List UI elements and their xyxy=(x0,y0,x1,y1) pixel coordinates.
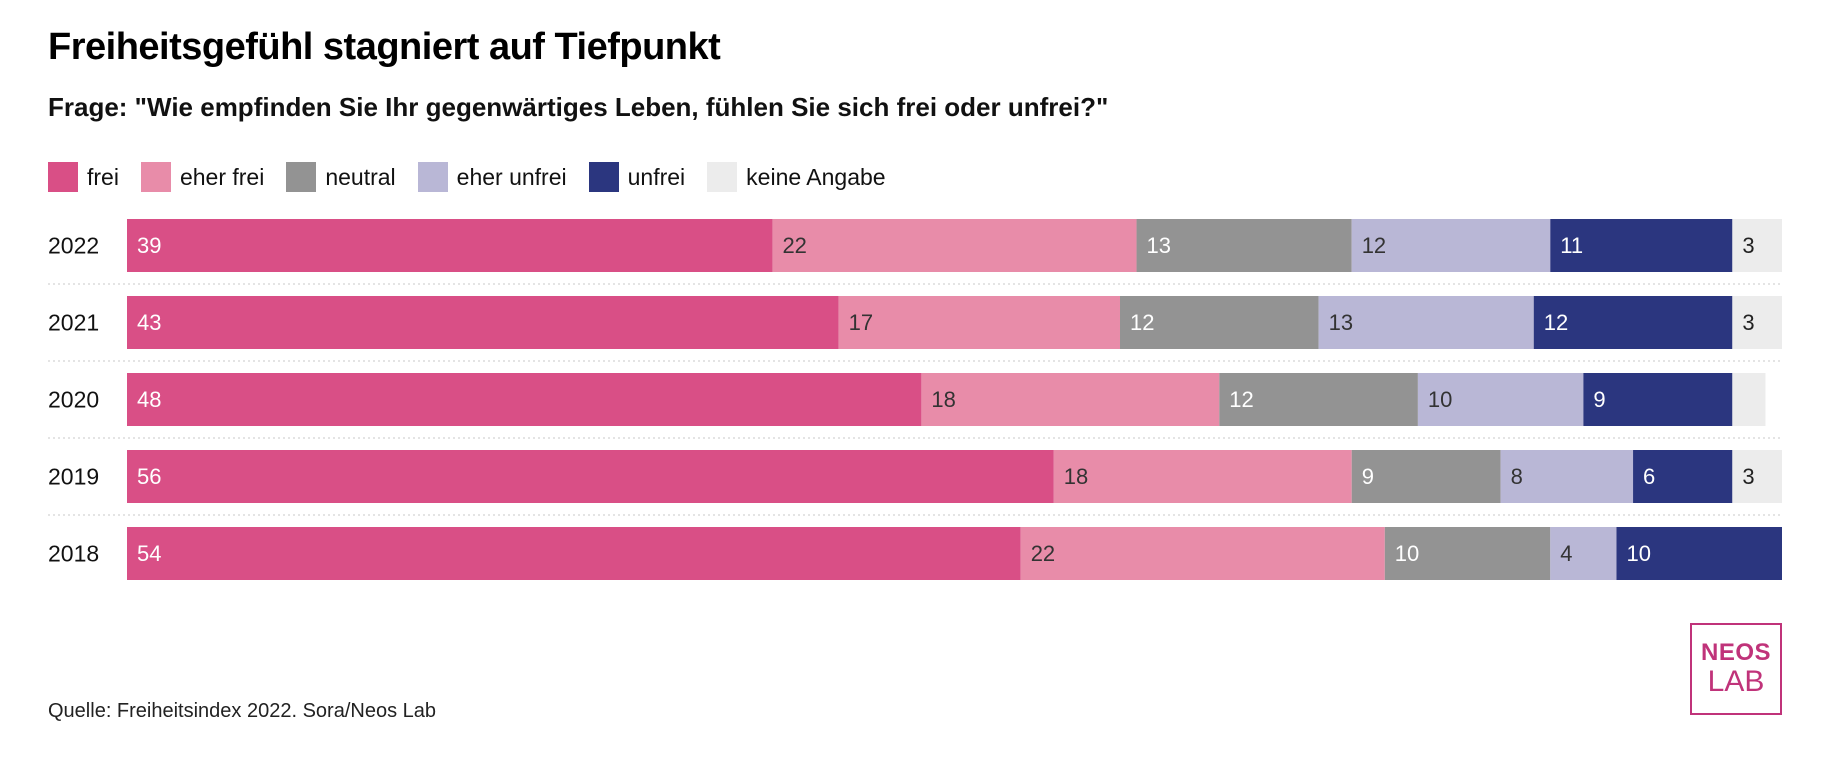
year-label-2020: 2020 xyxy=(48,387,99,413)
bar-2019-unfrei xyxy=(1633,450,1733,503)
bar-2022-unfrei xyxy=(1550,219,1733,272)
neos-lab-logo: NEOS LAB xyxy=(1690,623,1782,715)
legend-swatch-frei xyxy=(48,162,78,192)
value-label-2021-eher-unfrei: 13 xyxy=(1329,310,1353,335)
value-label-2019-frei: 56 xyxy=(137,464,161,489)
bar-2020-unfrei xyxy=(1583,373,1733,426)
value-label-2022-unfrei: 11 xyxy=(1560,233,1583,258)
value-label-2020-eher-frei: 18 xyxy=(931,387,955,412)
logo-line-2: LAB xyxy=(1707,665,1765,698)
value-label-2022-keine-angabe: 3 xyxy=(1742,233,1754,258)
legend-label-keine-angabe: keine Angabe xyxy=(746,163,886,190)
year-label-2018: 2018 xyxy=(48,541,99,567)
legend-swatch-eher-unfrei xyxy=(417,162,448,192)
bar-2022-eher-unfrei xyxy=(1351,219,1551,272)
bar-2021-eher-frei xyxy=(838,296,1120,349)
legend-swatch-neutral xyxy=(286,162,317,192)
bar-2019-eher-unfrei xyxy=(1500,450,1634,503)
value-label-2018-eher-frei: 22 xyxy=(1031,541,1055,566)
value-label-2018-frei: 54 xyxy=(137,541,161,566)
legend-label-eher-frei: eher frei xyxy=(179,163,265,190)
bar-2018-eher-unfrei xyxy=(1550,527,1617,580)
value-label-2021-neutral: 12 xyxy=(1130,310,1154,335)
value-label-2020-eher-unfrei: 10 xyxy=(1428,387,1452,412)
value-label-2021-keine-angabe: 3 xyxy=(1742,310,1754,335)
bar-2022-eher-frei xyxy=(772,219,1137,272)
bar-2018-neutral xyxy=(1384,527,1551,580)
bar-2020-neutral xyxy=(1219,373,1418,426)
year-label-2022: 2022 xyxy=(48,233,99,259)
bar-2019-eher-frei xyxy=(1053,450,1352,503)
logo-line-1: NEOS xyxy=(1700,639,1771,666)
bar-2019-keine-angabe xyxy=(1732,450,1782,503)
bar-2021-neutral xyxy=(1120,296,1319,349)
bar-2021-unfrei xyxy=(1533,296,1733,349)
bar-2020-frei xyxy=(127,373,922,426)
value-label-2022-frei: 39 xyxy=(137,233,161,258)
bar-2019-neutral xyxy=(1351,450,1501,503)
legend-item-frei: frei xyxy=(48,162,119,192)
value-label-2019-eher-frei: 18 xyxy=(1064,464,1088,489)
legend-item-neutral: neutral xyxy=(286,162,396,192)
legend-label-unfrei: unfrei xyxy=(627,163,686,190)
source-note: Quelle: Freiheitsindex 2022. Sora/Neos L… xyxy=(48,700,437,722)
legend-item-unfrei: unfrei xyxy=(588,162,686,192)
value-label-2019-unfrei: 6 xyxy=(1643,464,1655,489)
bar-2021-eher-unfrei xyxy=(1318,296,1534,349)
value-label-2021-eher-frei: 17 xyxy=(849,310,873,335)
legend-label-eher-unfrei: eher unfrei xyxy=(456,163,567,190)
value-label-2022-neutral: 13 xyxy=(1147,233,1171,258)
bar-2018-eher-frei xyxy=(1020,527,1385,580)
bar-2022-keine-angabe xyxy=(1732,219,1782,272)
value-label-2022-eher-frei: 22 xyxy=(782,233,806,258)
bar-2019-frei xyxy=(127,450,1054,503)
value-label-2022-eher-unfrei: 12 xyxy=(1362,233,1386,258)
value-label-2021-unfrei: 12 xyxy=(1544,310,1568,335)
value-label-2019-neutral: 9 xyxy=(1362,464,1374,489)
bar-2018-unfrei xyxy=(1616,527,1782,580)
chart-title: Freiheitsgefühl stagniert auf Tiefpunkt xyxy=(48,26,721,68)
value-label-2018-neutral: 10 xyxy=(1395,541,1419,566)
bar-2021-keine-angabe xyxy=(1732,296,1782,349)
bar-2020-eher-unfrei xyxy=(1417,373,1584,426)
legend-item-keine-angabe: keine Angabe xyxy=(707,162,886,192)
bar-2020-eher-frei xyxy=(921,373,1220,426)
value-label-2018-unfrei: 10 xyxy=(1627,541,1651,566)
legend: frei eher frei neutral eher unfrei unfre… xyxy=(48,162,908,192)
bar-2021-frei xyxy=(127,296,839,349)
bar-2022-neutral xyxy=(1136,219,1352,272)
bar-2020-keine-angabe xyxy=(1732,373,1766,426)
legend-label-frei: frei xyxy=(87,163,119,190)
legend-item-eher-unfrei: eher unfrei xyxy=(417,162,567,192)
year-label-2021: 2021 xyxy=(48,310,99,336)
value-label-2018-eher-unfrei: 4 xyxy=(1560,541,1572,566)
legend-item-eher-frei: eher frei xyxy=(140,162,265,192)
legend-swatch-unfrei xyxy=(588,162,619,192)
value-label-2020-frei: 48 xyxy=(137,387,161,412)
value-label-2019-keine-angabe: 3 xyxy=(1742,464,1754,489)
chart-subtitle: Frage: "Wie empfinden Sie Ihr gegenwärti… xyxy=(48,92,1109,122)
legend-swatch-eher-frei xyxy=(140,162,171,192)
legend-swatch-keine-angabe xyxy=(707,162,738,192)
value-label-2021-frei: 43 xyxy=(137,310,161,335)
value-label-2020-unfrei: 9 xyxy=(1593,387,1605,412)
year-label-2019: 2019 xyxy=(48,464,99,490)
bar-2018-frei xyxy=(127,527,1021,580)
legend-label-neutral: neutral xyxy=(325,163,396,190)
value-label-2020-neutral: 12 xyxy=(1229,387,1253,412)
bar-2022-frei xyxy=(127,219,773,272)
value-label-2019-eher-unfrei: 8 xyxy=(1511,464,1523,489)
